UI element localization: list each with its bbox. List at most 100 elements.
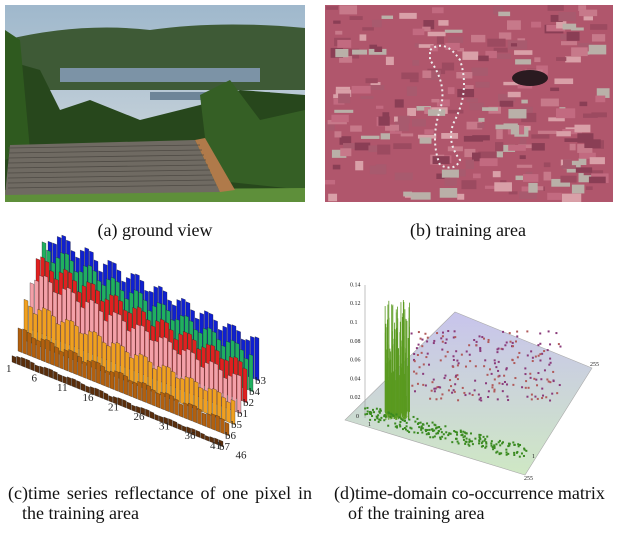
texture-patch xyxy=(521,112,537,123)
texture-patch xyxy=(556,131,571,137)
point xyxy=(498,374,501,377)
point xyxy=(418,426,421,429)
texture-patch xyxy=(588,176,606,184)
texture-patch xyxy=(506,20,521,30)
texture-patch xyxy=(326,6,338,10)
texture-patch xyxy=(466,98,478,103)
point xyxy=(378,418,381,421)
point xyxy=(501,348,504,351)
point xyxy=(452,365,455,368)
bar xyxy=(103,392,109,401)
point xyxy=(426,352,429,355)
point xyxy=(447,389,450,392)
point xyxy=(437,430,440,433)
point xyxy=(433,429,436,432)
texture-patch xyxy=(472,152,481,162)
bar xyxy=(195,430,201,438)
point xyxy=(497,347,500,350)
texture-patch xyxy=(508,191,518,195)
texture-patch xyxy=(484,185,496,189)
point xyxy=(490,442,493,445)
texture-patch xyxy=(447,87,455,95)
texture-patch xyxy=(585,186,593,190)
texture-patch xyxy=(569,143,576,151)
point xyxy=(444,374,447,377)
point xyxy=(537,354,540,357)
texture-patch xyxy=(516,164,533,168)
point xyxy=(548,363,551,366)
bar xyxy=(108,395,113,403)
band-label: b4 xyxy=(249,386,261,398)
texture-patch xyxy=(571,47,588,57)
texture-patch xyxy=(381,15,394,19)
texture-patch xyxy=(471,34,486,43)
point xyxy=(525,380,528,383)
point xyxy=(364,413,367,416)
texture-patch xyxy=(562,129,582,135)
bar xyxy=(155,392,161,409)
texture-patch xyxy=(578,158,587,165)
texture-patch xyxy=(365,78,378,84)
texture-patch xyxy=(577,42,593,47)
point xyxy=(506,383,509,386)
point xyxy=(469,432,472,435)
bar xyxy=(230,399,236,426)
caption: (c)time series reflectance of one pixel … xyxy=(8,483,312,523)
texture-patch xyxy=(565,56,581,63)
texture-patch xyxy=(547,5,564,11)
texture-patch xyxy=(335,86,351,90)
texture-patch xyxy=(498,11,511,17)
point xyxy=(456,440,459,443)
point xyxy=(420,425,423,428)
x-tick-label: 36 xyxy=(185,430,197,442)
bar xyxy=(76,380,81,390)
point xyxy=(427,432,430,435)
bar xyxy=(40,338,46,363)
roof-line xyxy=(7,174,213,179)
bar xyxy=(168,418,173,427)
bar xyxy=(161,364,167,398)
texture-patch xyxy=(389,130,402,134)
texture-patch xyxy=(503,123,518,129)
point xyxy=(473,339,476,342)
roof-line xyxy=(7,169,211,174)
texture-patch xyxy=(515,59,532,65)
point xyxy=(443,377,446,380)
point xyxy=(452,389,455,392)
bar xyxy=(31,337,36,359)
bar xyxy=(86,359,92,381)
texture-patch xyxy=(596,88,610,98)
bar xyxy=(100,365,105,387)
bar xyxy=(48,368,53,379)
texture-patch xyxy=(338,93,351,104)
point xyxy=(468,444,471,447)
point xyxy=(491,446,494,449)
texture-patch xyxy=(547,192,562,200)
point xyxy=(552,380,555,383)
point xyxy=(468,392,471,395)
texture-patch xyxy=(441,133,459,139)
texture-patch xyxy=(561,193,582,202)
texture-patch xyxy=(583,16,593,21)
point xyxy=(497,375,500,378)
texture-patch xyxy=(591,34,606,42)
point xyxy=(421,338,424,341)
point xyxy=(547,330,550,333)
point xyxy=(425,433,428,436)
point xyxy=(518,351,521,354)
texture-patch xyxy=(337,39,352,48)
point xyxy=(389,415,392,418)
point xyxy=(380,416,383,419)
texture-patch xyxy=(469,102,484,111)
texture-patch xyxy=(351,85,371,94)
point xyxy=(493,445,496,448)
texture-patch xyxy=(588,44,607,55)
texture-patch xyxy=(550,87,560,92)
point xyxy=(420,428,423,431)
bar xyxy=(62,375,67,385)
point xyxy=(539,332,542,335)
point xyxy=(539,342,542,345)
point xyxy=(490,372,493,375)
point xyxy=(511,345,514,348)
bar xyxy=(68,349,73,374)
